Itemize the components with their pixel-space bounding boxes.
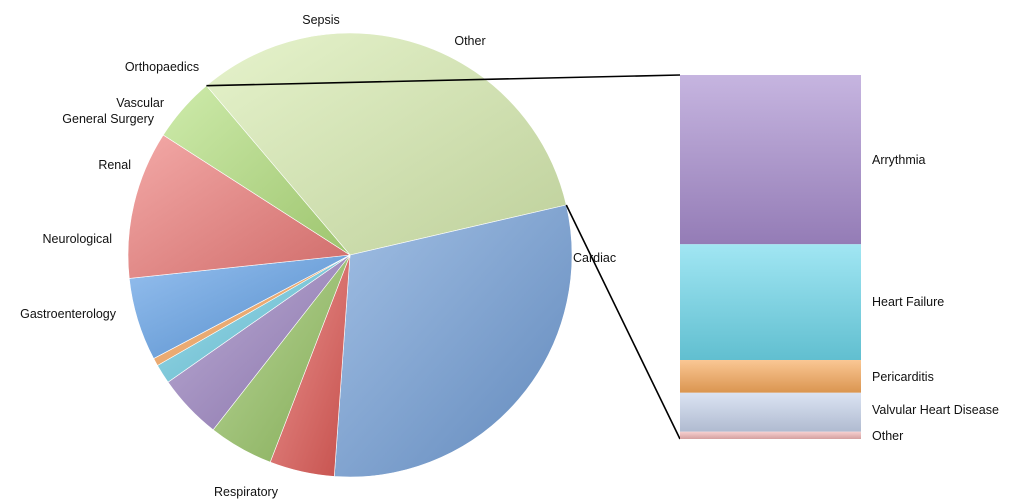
- pie-label-respiratory: Respiratory: [214, 485, 279, 499]
- cardiac-breakdown-bar: [680, 75, 861, 439]
- bar-segment-valvular-heart-disease: [680, 392, 861, 432]
- pie-chart: [127, 32, 573, 478]
- connector-line-top: [206, 74, 681, 87]
- chart-labels: Cardiac Respiratory Gastroenterology Neurol…: [20, 13, 999, 499]
- pie-label-gastroenterology: Gastroenterology: [20, 307, 117, 321]
- pie-label-other: Other: [454, 34, 485, 48]
- pie-slice-respiratory: [333, 204, 573, 478]
- pie-slice-cardiac: [205, 32, 567, 256]
- bar-label-pericarditis: Pericarditis: [872, 370, 934, 384]
- bar-label-arrythmia: Arrythmia: [872, 153, 926, 167]
- bar-segment-heart-failure: [680, 244, 861, 361]
- pie-label-orthopaedics: Orthopaedics: [125, 60, 199, 74]
- connector-lines: [206, 74, 681, 440]
- bar-segment-arrythmia: [680, 75, 861, 245]
- bar-segment-other: [680, 431, 861, 439]
- bar-label-heart-failure: Heart Failure: [872, 295, 944, 309]
- bar-label-other: Other: [872, 429, 903, 443]
- pie-label-vascular: Vascular: [116, 96, 164, 110]
- connector-line-bottom: [565, 204, 681, 440]
- pie-label-cardiac: Cardiac: [573, 251, 616, 265]
- pie-label-sepsis: Sepsis: [302, 13, 340, 27]
- pie-label-renal: Renal: [98, 158, 131, 172]
- bar-label-valvular-heart-disease: Valvular Heart Disease: [872, 403, 999, 417]
- bar-segment-pericarditis: [680, 360, 861, 393]
- pie-label-general-surgery: General Surgery: [62, 112, 154, 126]
- pie-label-neurological: Neurological: [43, 232, 112, 246]
- pie-slice-sepsis: [127, 134, 351, 279]
- pie-slice-other: [162, 85, 351, 256]
